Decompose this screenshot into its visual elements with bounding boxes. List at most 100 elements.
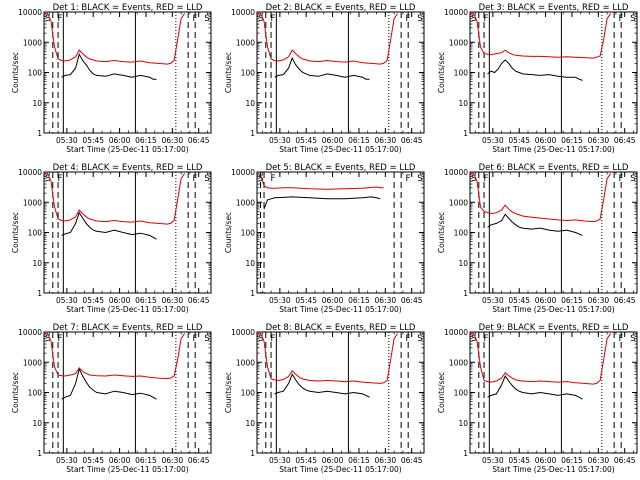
x-tick-label: 05:30 (269, 296, 291, 305)
x-axis-label: Start Time (25-Dec-11 05:17:00) (66, 465, 188, 474)
y-axis-label: Counts/sec (224, 52, 233, 93)
x-tick-label: 05:45 (82, 136, 104, 145)
series-events-line (263, 196, 381, 210)
y-tick-label: 100 (241, 69, 256, 78)
x-tick-label: 06:00 (535, 456, 557, 465)
series-events-line (61, 367, 157, 400)
plot-title: Det 4: BLACK = Events, RED = LLD (53, 163, 203, 173)
x-tick-label: 05:45 (508, 456, 530, 465)
detector-plot-2: Det 2: BLACK = Events, RED = LLD 1 10 100 10… (224, 3, 425, 154)
y-tick-label: 100 (454, 69, 469, 78)
x-tick-label: 05:45 (82, 456, 104, 465)
y-tick-label: 10000 (444, 328, 468, 337)
y-tick-label: 10 (458, 419, 468, 428)
x-tick-label: 06:15 (561, 296, 583, 305)
plot-title: Det 2: BLACK = Events, RED = LLD (266, 3, 416, 13)
x-axis-label: Start Time (25-Dec-11 05:17:00) (492, 465, 614, 474)
x-tick-label: 05:30 (269, 456, 291, 465)
x-tick-label: 05:45 (295, 296, 317, 305)
plot-frame (256, 331, 425, 454)
x-tick-label: 05:45 (508, 296, 530, 305)
x-tick-label: 06:45 (614, 296, 636, 305)
x-tick-label: 06:15 (348, 456, 370, 465)
detector-plot-7: Det 7: BLACK = Events, RED = LLD 1 10 100 10… (11, 323, 212, 474)
corner-label: F (193, 174, 198, 184)
plot-frame (43, 11, 212, 134)
y-tick-label: 1 (37, 129, 42, 138)
x-tick-label: 05:30 (56, 456, 78, 465)
x-tick-label: 06:00 (322, 456, 344, 465)
x-axis-label: Start Time (25-Dec-11 05:17:00) (492, 145, 614, 154)
corner-label: S (45, 174, 50, 184)
x-tick-label: 06:45 (188, 296, 210, 305)
detector-plot-8: Det 8: BLACK = Events, RED = LLD 1 10 100 10… (224, 323, 425, 474)
x-tick-label: 06:30 (162, 456, 184, 465)
x-tick-label: 05:30 (269, 136, 291, 145)
series-events-line (61, 211, 157, 240)
plot-frame (256, 11, 425, 134)
x-tick-label: 06:45 (401, 456, 423, 465)
series-lld-line (257, 332, 399, 384)
corner-label: S (471, 334, 476, 344)
x-tick-label: 06:30 (375, 136, 397, 145)
series-lld-line (257, 12, 399, 65)
y-tick-label: 1 (250, 449, 255, 458)
x-tick-label: 06:45 (614, 136, 636, 145)
x-tick-label: 05:45 (295, 456, 317, 465)
corner-label: F (193, 334, 198, 344)
series-events-line (487, 213, 583, 236)
detector-plot-1: Det 1: BLACK = Events, RED = LLD 1 10 100 10… (11, 3, 212, 154)
corner-label: S (630, 14, 635, 24)
series-lld-line (44, 172, 186, 225)
y-tick-label: 10 (245, 419, 255, 428)
x-tick-label: 06:45 (614, 456, 636, 465)
series-events-line (61, 52, 157, 80)
y-tick-label: 1000 (449, 38, 468, 47)
y-axis-label: Counts/sec (11, 212, 20, 253)
y-tick-label: 100 (454, 229, 469, 238)
plot-frame (469, 171, 638, 294)
x-tick-label: 06:45 (188, 456, 210, 465)
series-events-line (274, 373, 370, 398)
corner-label: F (58, 174, 63, 184)
y-tick-label: 100 (28, 69, 43, 78)
x-tick-label: 05:30 (482, 456, 504, 465)
x-tick-label: 05:30 (482, 296, 504, 305)
plot-frame (469, 331, 638, 454)
corner-label: S (417, 334, 422, 344)
x-tick-label: 05:45 (508, 136, 530, 145)
y-tick-label: 1000 (236, 358, 255, 367)
series-events-line (487, 59, 583, 81)
y-tick-label: 100 (28, 229, 43, 238)
y-tick-label: 1000 (23, 38, 42, 47)
series-lld-line (470, 332, 612, 385)
corner-label: S (258, 14, 263, 24)
y-tick-label: 10 (245, 259, 255, 268)
corner-label: S (204, 334, 209, 344)
corner-label: S (258, 334, 263, 344)
plot-title: Det 3: BLACK = Events, RED = LLD (479, 3, 629, 13)
plot-frame (256, 171, 425, 294)
plot-title: Det 7: BLACK = Events, RED = LLD (53, 323, 203, 333)
x-tick-label: 06:00 (109, 296, 131, 305)
x-tick-label: 06:15 (135, 456, 157, 465)
y-tick-label: 1 (37, 449, 42, 458)
series-events-line (487, 374, 583, 400)
y-tick-label: 10 (32, 259, 42, 268)
y-tick-label: 100 (454, 389, 469, 398)
corner-label: F (193, 14, 198, 24)
y-tick-label: 1 (250, 289, 255, 298)
plot-title: Det 5: BLACK = Events, RED = LLD (266, 163, 416, 173)
x-axis-label: Start Time (25-Dec-11 05:17:00) (279, 145, 401, 154)
y-tick-label: 10000 (18, 8, 42, 17)
corner-label: F (406, 334, 411, 344)
x-tick-label: 05:30 (56, 136, 78, 145)
y-axis-label: Counts/sec (224, 372, 233, 413)
corner-label: F (484, 334, 489, 344)
corner-label: S (258, 174, 263, 184)
x-tick-label: 06:15 (561, 456, 583, 465)
corner-label: F (619, 334, 624, 344)
corner-label: S (630, 334, 635, 344)
corner-label: F (619, 14, 624, 24)
